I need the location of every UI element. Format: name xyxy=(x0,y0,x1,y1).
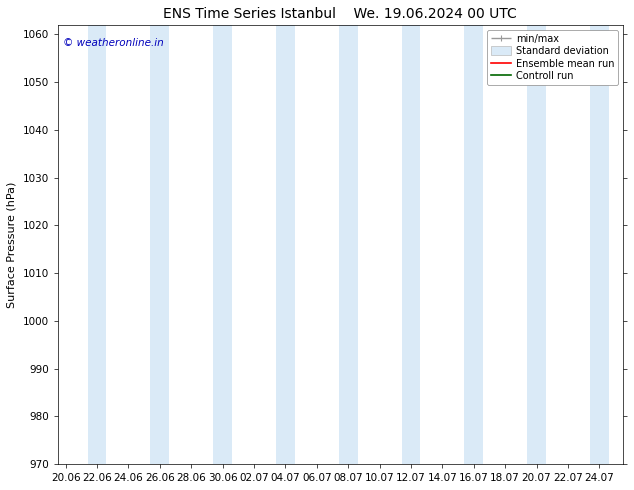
Legend: min/max, Standard deviation, Ensemble mean run, Controll run: min/max, Standard deviation, Ensemble me… xyxy=(488,30,618,85)
Y-axis label: Surface Pressure (hPa): Surface Pressure (hPa) xyxy=(7,181,17,308)
Bar xyxy=(590,25,609,464)
Bar xyxy=(213,25,232,464)
Bar xyxy=(339,25,358,464)
Text: © weatheronline.in: © weatheronline.in xyxy=(63,38,164,48)
Bar xyxy=(150,25,169,464)
Bar xyxy=(464,25,483,464)
Title: ENS Time Series Istanbul    We. 19.06.2024 00 UTC: ENS Time Series Istanbul We. 19.06.2024 … xyxy=(164,7,517,21)
Bar xyxy=(276,25,295,464)
Bar xyxy=(87,25,107,464)
Bar xyxy=(527,25,546,464)
Bar xyxy=(401,25,420,464)
